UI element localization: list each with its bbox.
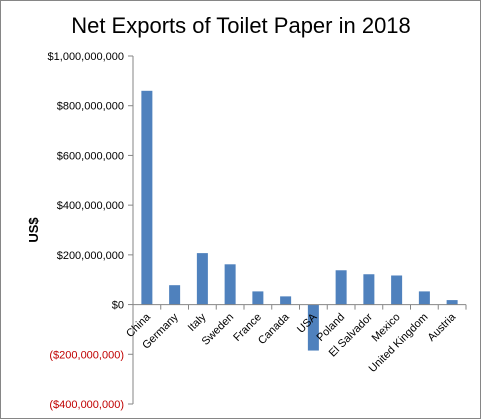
y-tick-label: ($200,000,000): [49, 349, 124, 361]
y-tick-label: $200,000,000: [57, 250, 124, 262]
bar-mexico: [391, 275, 403, 305]
bar-poland: [335, 270, 347, 305]
bar-sweden: [224, 264, 236, 305]
x-tick-label: Canada: [256, 311, 292, 347]
bar-france: [252, 291, 264, 305]
bar-italy: [196, 253, 208, 305]
chart-title: Net Exports of Toilet Paper in 2018: [71, 13, 411, 38]
x-tick-label: Austria: [426, 311, 459, 344]
bar-united-kingdom: [418, 291, 430, 305]
y-tick-label: $400,000,000: [57, 200, 124, 212]
y-axis-label: US$: [26, 217, 41, 243]
bar-usa: [307, 304, 319, 351]
x-axis: [132, 304, 467, 310]
y-tick-label: $600,000,000: [57, 150, 124, 162]
bar-china: [141, 90, 153, 305]
y-tick-label: $800,000,000: [57, 101, 124, 113]
bars: [141, 90, 458, 351]
x-tick-label: Italy: [186, 311, 209, 334]
bar-germany: [169, 285, 181, 305]
y-tick-label: $0: [112, 300, 124, 312]
bar-el-salvador: [363, 274, 375, 305]
y-tick-label: $1,000,000,000: [48, 51, 124, 63]
y-tick-label: ($400,000,000): [49, 399, 124, 411]
bar-austria: [446, 300, 458, 305]
y-axis: $1,000,000,000 $800,000,000 $600,000,000 $4…: [48, 51, 134, 411]
bar-canada: [280, 296, 292, 305]
